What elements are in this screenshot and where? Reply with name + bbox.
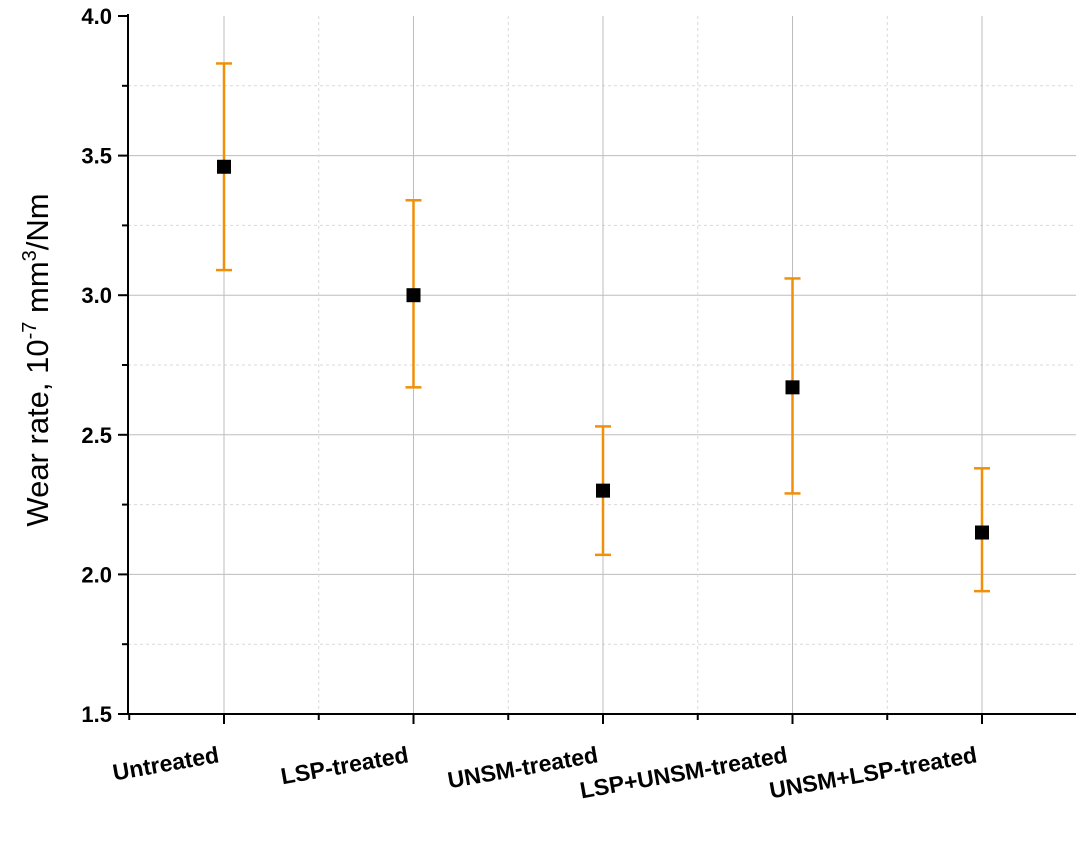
y-tick-label: 2.5 <box>81 423 112 448</box>
data-points <box>217 159 989 540</box>
category-label: UNSM-treated <box>446 741 600 793</box>
y-axis-title: Wear rate, 10-7 mm3/Nm <box>19 193 55 526</box>
axes <box>118 14 1076 724</box>
data-point <box>406 288 421 303</box>
grid <box>128 16 1076 714</box>
tick-labels: 1.5 2.0 2.5 3.0 3.5 4.0 <box>81 4 112 727</box>
category-labels: Untreated LSP-treated UNSM-treatedLSP+UNSM… <box>111 741 979 803</box>
y-tick-label: 3.0 <box>81 283 112 308</box>
data-point <box>785 380 800 395</box>
y-tick-label: 1.5 <box>81 702 112 727</box>
category-label: Untreated <box>111 741 221 785</box>
y-tick-label: 4.0 <box>81 4 112 29</box>
data-point <box>596 483 610 498</box>
data-point <box>975 525 989 540</box>
category-label: UNSM+LSP-treated <box>767 741 979 803</box>
y-tick-label: 2.0 <box>81 562 112 587</box>
y-tick-label: 3.5 <box>81 144 112 169</box>
category-label: LSP-treated <box>279 741 411 789</box>
data-point <box>217 159 231 174</box>
category-label: LSP+UNSM-treated <box>578 741 790 803</box>
